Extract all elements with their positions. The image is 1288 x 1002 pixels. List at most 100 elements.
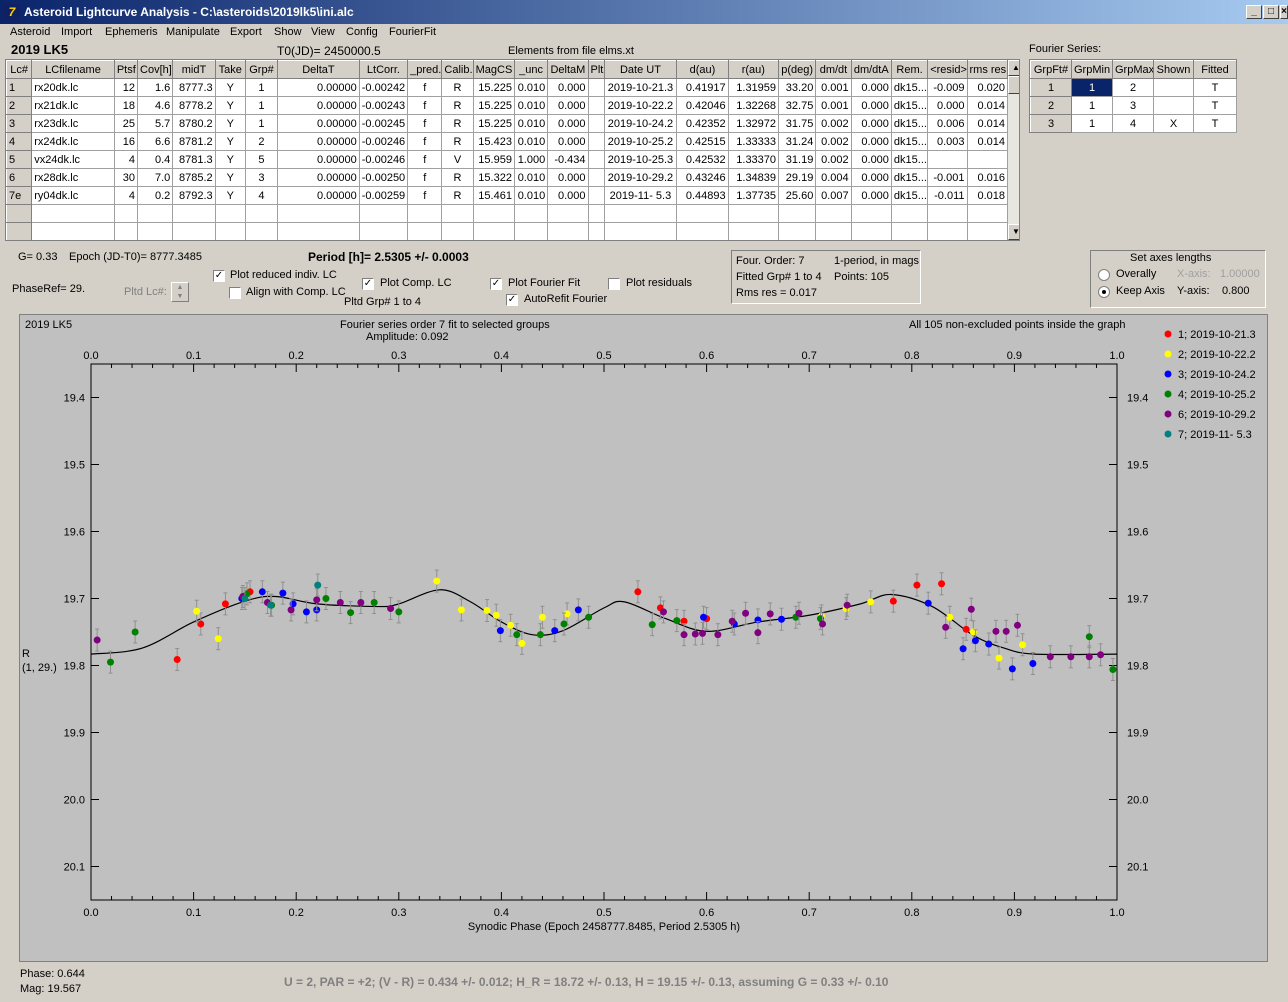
column-header[interactable]: GrpMax <box>1112 60 1154 79</box>
table-cell[interactable]: 0.44893 <box>676 186 729 205</box>
table-cell[interactable]: 3 <box>1030 114 1072 133</box>
table-cell[interactable]: 0.018 <box>966 186 1009 205</box>
table-cell[interactable]: 18 <box>113 96 139 115</box>
maximize-button[interactable]: □ <box>1263 5 1279 19</box>
table-cell[interactable]: -0.00250 <box>358 168 409 187</box>
table-cell[interactable]: rx23dk.lc <box>31 114 115 133</box>
table-cell[interactable]: 30 <box>113 168 139 187</box>
table-cell[interactable]: 2019-10-21.3 <box>603 78 678 97</box>
table-cell[interactable]: Y <box>214 132 246 151</box>
table-cell[interactable]: 2019-11- 5.3 <box>603 186 678 205</box>
table-cell[interactable] <box>472 222 515 240</box>
table-cell[interactable]: 0.010 <box>513 168 549 187</box>
table-cell[interactable] <box>358 204 409 223</box>
table-cell[interactable] <box>547 204 589 223</box>
table-cell[interactable]: 0.014 <box>966 96 1009 115</box>
table-cell[interactable]: rx28dk.lc <box>31 168 115 187</box>
table-cell[interactable]: 1 <box>1071 96 1113 115</box>
table-cell[interactable] <box>137 204 174 223</box>
scroll-thumb[interactable] <box>1008 76 1019 94</box>
table-cell[interactable]: 0.42515 <box>676 132 729 151</box>
table-cell[interactable] <box>513 204 549 223</box>
table-cell[interactable]: 0.016 <box>966 168 1009 187</box>
plot-comp-checkbox[interactable]: ✓ <box>362 278 374 290</box>
table-cell[interactable]: 2019-10-29.2 <box>603 168 678 187</box>
table-cell[interactable] <box>214 222 246 240</box>
table-cell[interactable] <box>172 222 216 240</box>
table-cell[interactable]: 33.20 <box>778 78 817 97</box>
table-cell[interactable]: 4 <box>1112 114 1154 133</box>
table-cell[interactable]: dk15... <box>890 78 929 97</box>
table-cell[interactable]: 31.24 <box>778 132 817 151</box>
table-cell[interactable]: 0.000 <box>547 186 589 205</box>
plot-reduced-checkbox[interactable]: ✓ <box>213 270 225 282</box>
table-cell[interactable] <box>244 204 279 223</box>
table-cell[interactable]: 0.00000 <box>277 168 360 187</box>
table-cell[interactable]: vx24dk.lc <box>31 150 115 169</box>
table-cell[interactable]: 32.75 <box>778 96 817 115</box>
menu-export[interactable]: Export <box>230 26 262 38</box>
table-row[interactable]: 7e ry04dk.lc 4 0.2 8792.3 Y 4 0.00000 -0.00259 f R… <box>6 186 1009 205</box>
column-header[interactable]: DeltaM <box>547 60 589 79</box>
table-cell[interactable]: 0.42532 <box>676 150 729 169</box>
table-cell[interactable]: 15.225 <box>472 114 515 133</box>
table-cell[interactable]: 4.6 <box>137 96 174 115</box>
table-cell[interactable]: 4 <box>6 132 33 151</box>
table-cell[interactable]: 2019-10-25.2 <box>603 132 678 151</box>
table-cell[interactable]: 0.006 <box>927 114 968 133</box>
table-cell[interactable]: 8778.2 <box>172 96 216 115</box>
table-cell[interactable] <box>603 204 678 223</box>
column-header[interactable]: dm/dtA <box>850 60 892 79</box>
table-cell[interactable]: R <box>441 168 474 187</box>
table-cell[interactable] <box>587 96 605 115</box>
table-cell[interactable] <box>927 150 968 169</box>
menu-config[interactable]: Config <box>346 26 378 38</box>
table-cell[interactable]: 15.423 <box>472 132 515 151</box>
table-cell[interactable] <box>407 204 443 223</box>
table-cell[interactable] <box>603 222 678 240</box>
table-cell[interactable]: f <box>407 150 443 169</box>
table-cell[interactable] <box>441 204 474 223</box>
table-cell[interactable]: 15.225 <box>472 96 515 115</box>
table-cell[interactable]: 1 <box>1071 114 1113 133</box>
table-cell[interactable] <box>277 222 360 240</box>
table-cell[interactable] <box>778 222 817 240</box>
table-cell[interactable]: rx21dk.lc <box>31 96 115 115</box>
column-header[interactable]: Calib. <box>441 60 474 79</box>
menu-show[interactable]: Show <box>274 26 302 38</box>
table-cell[interactable]: 8781.2 <box>172 132 216 151</box>
table-cell[interactable]: 0.010 <box>513 132 549 151</box>
table-cell[interactable]: 8792.3 <box>172 186 216 205</box>
table-cell[interactable]: 0.010 <box>513 114 549 133</box>
table-cell[interactable]: 1 <box>1030 78 1072 97</box>
yaxis-value[interactable]: 0.800 <box>1222 285 1250 297</box>
table-cell[interactable]: 0.020 <box>966 78 1009 97</box>
table-cell[interactable] <box>966 150 1009 169</box>
column-header[interactable]: LtCorr. <box>358 60 409 79</box>
table-cell[interactable]: 8780.2 <box>172 114 216 133</box>
table-cell[interactable]: 1.33333 <box>727 132 780 151</box>
lightcurve-plot[interactable]: 0.0 0.0 0.1 0.1 0.2 0.2 0.3 0.3 0.4 0.4 0.5 0.5 0.6 0… <box>19 314 1268 962</box>
table-cell[interactable]: f <box>407 132 443 151</box>
column-header[interactable]: Lc# <box>6 60 33 79</box>
table-cell[interactable] <box>358 222 409 240</box>
table-cell[interactable]: 31.19 <box>778 150 817 169</box>
table-cell[interactable]: -0.00246 <box>358 150 409 169</box>
menu-fourierfit[interactable]: FourierFit <box>389 26 437 38</box>
column-header[interactable]: Rem. <box>890 60 929 79</box>
table-cell[interactable]: -0.001 <box>927 168 968 187</box>
table-cell[interactable]: f <box>407 114 443 133</box>
column-header[interactable]: <resid> <box>927 60 968 79</box>
table-cell[interactable]: 4 <box>244 186 279 205</box>
table-cell[interactable]: 0.014 <box>966 114 1009 133</box>
table-cell[interactable]: 1.31959 <box>727 78 780 97</box>
table-cell[interactable]: R <box>441 132 474 151</box>
table-cell[interactable] <box>31 204 115 223</box>
column-header[interactable]: Take <box>214 60 246 79</box>
table-cell[interactable]: 0.004 <box>815 168 852 187</box>
table-cell[interactable] <box>587 186 605 205</box>
table-cell[interactable]: 8777.3 <box>172 78 216 97</box>
table-cell[interactable]: V <box>441 150 474 169</box>
